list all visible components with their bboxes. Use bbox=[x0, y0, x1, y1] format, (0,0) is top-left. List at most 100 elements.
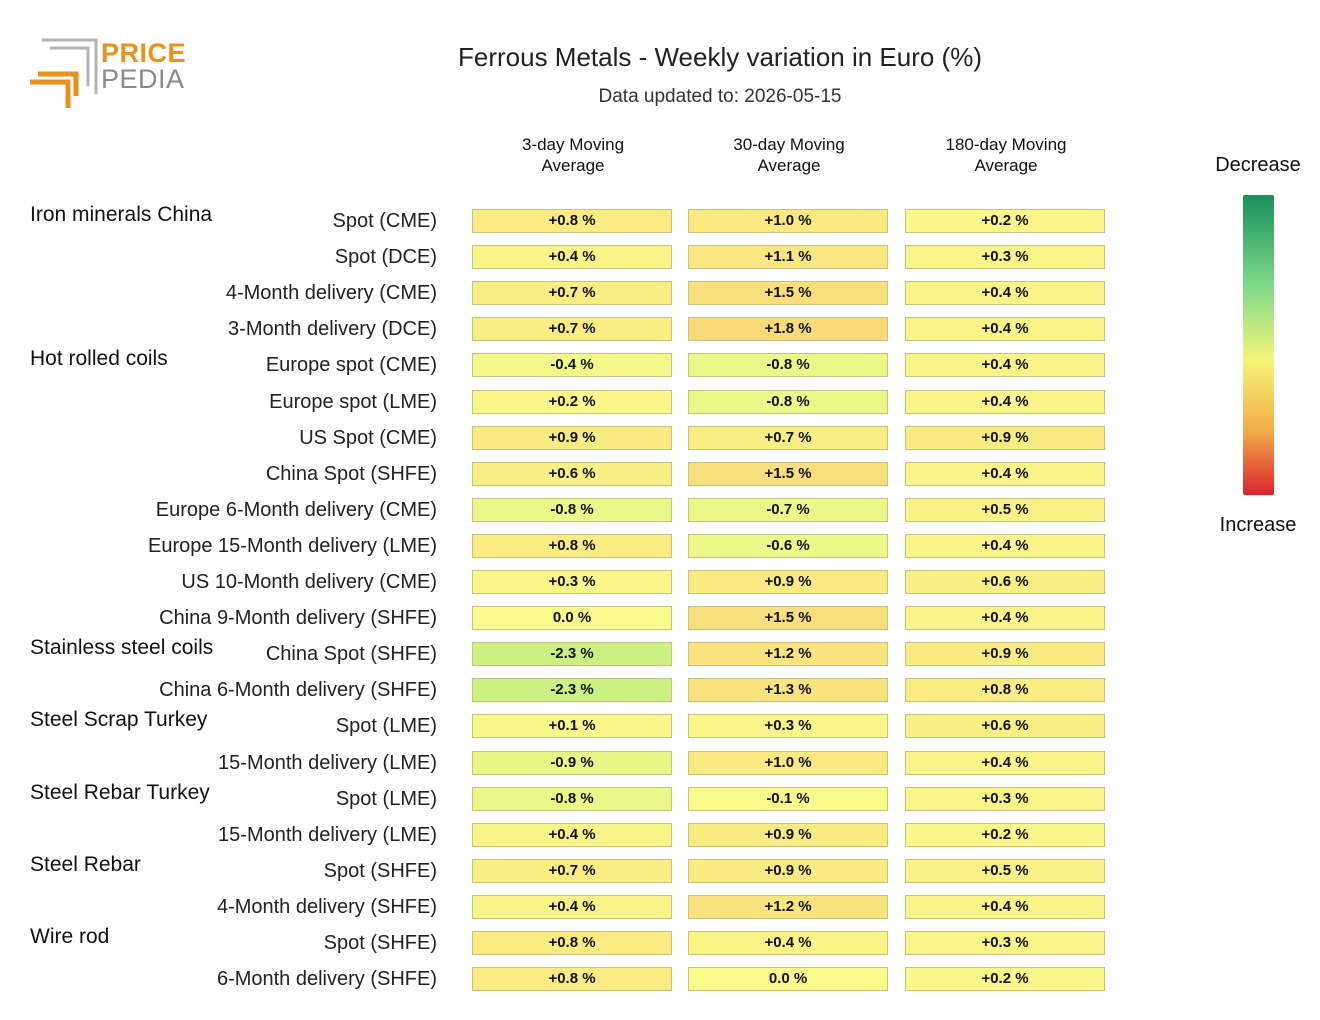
heatmap-cell: +0.4 % bbox=[905, 389, 1105, 414]
row-label: Europe spot (CME) bbox=[265, 354, 437, 377]
heatmap-cell: +0.5 % bbox=[905, 497, 1105, 522]
row-label: 6-Month delivery (SHFE) bbox=[216, 968, 437, 991]
heatmap-cell: +0.4 % bbox=[688, 931, 888, 955]
heatmap-cell: +1.0 % bbox=[688, 209, 888, 233]
heatmap-cell: +0.4 % bbox=[905, 533, 1105, 558]
heatmap-cell: +0.9 % bbox=[688, 570, 888, 594]
heatmap-cell: +0.4 % bbox=[905, 317, 1105, 342]
heatmap-cell: +0.4 % bbox=[905, 353, 1105, 378]
heatmap-cell: +0.3 % bbox=[905, 931, 1105, 955]
column-header-line: Average bbox=[974, 156, 1038, 175]
heatmap-cell: +1.8 % bbox=[688, 317, 888, 342]
logo-text-bottom: PEDIA bbox=[101, 64, 185, 94]
logo-text-top: PRICE bbox=[101, 38, 187, 68]
column-header-line: 30-day Moving bbox=[733, 135, 845, 154]
heatmap-cell: +0.4 % bbox=[905, 750, 1105, 775]
row-label: US 10-Month delivery (CME) bbox=[181, 571, 437, 593]
column-header-line: Average bbox=[541, 156, 605, 175]
heatmap-cell: +0.9 % bbox=[688, 822, 888, 847]
heatmap-cell: +0.3 % bbox=[688, 714, 888, 739]
row-label: US Spot (CME) bbox=[299, 426, 437, 449]
heatmap-cell: +0.4 % bbox=[905, 606, 1105, 631]
heatmap-cell: -2.3 % bbox=[472, 642, 672, 667]
heatmap-cell: 0.0 % bbox=[472, 606, 672, 631]
row-label: China Spot (SHFE) bbox=[265, 462, 437, 485]
heatmap-cell: +0.2 % bbox=[472, 389, 672, 414]
heatmap-cell: +0.4 % bbox=[472, 245, 672, 270]
row-label: China 9-Month delivery (SHFE) bbox=[159, 607, 437, 630]
heatmap-cell: +0.5 % bbox=[905, 858, 1105, 883]
column-header-line: 180-day Moving bbox=[945, 135, 1067, 154]
heatmap-cell: -0.6 % bbox=[688, 533, 888, 558]
legend-bottom-label: Increase bbox=[1219, 514, 1297, 536]
heatmap-cell: -0.8 % bbox=[688, 353, 888, 378]
row-label: Europe 6-Month delivery (CME) bbox=[155, 498, 437, 521]
row-label: Europe 15-Month delivery (LME) bbox=[147, 534, 437, 557]
heatmap-cell: +0.7 % bbox=[472, 858, 672, 883]
heatmap-cell: -0.8 % bbox=[688, 389, 888, 414]
heatmap-cell: +0.8 % bbox=[905, 678, 1105, 703]
group-label: Wire rod bbox=[30, 925, 110, 948]
heatmap-cell: -2.3 % bbox=[472, 678, 672, 703]
heatmap-cell: +0.9 % bbox=[905, 425, 1105, 450]
row-label: Spot (CME) bbox=[332, 210, 437, 232]
group-label: Stainless steel coils bbox=[30, 636, 214, 660]
heatmap-cell: +1.2 % bbox=[688, 642, 888, 667]
row-label: Spot (SHFE) bbox=[323, 859, 437, 882]
heatmap-cell: +0.8 % bbox=[472, 931, 672, 955]
heatmap-cell: +0.3 % bbox=[472, 570, 672, 594]
heatmap-cell: +0.4 % bbox=[472, 894, 672, 919]
heatmap-cell: -0.1 % bbox=[688, 786, 888, 811]
heatmap-cell: +0.1 % bbox=[472, 714, 672, 739]
heatmap-cell: -0.8 % bbox=[472, 497, 672, 522]
heatmap-cell: +0.4 % bbox=[472, 822, 672, 847]
column-header: 3-day Moving Average bbox=[472, 134, 674, 176]
row-label: Spot (DCE) bbox=[334, 246, 437, 269]
heatmap-cell: +0.4 % bbox=[905, 461, 1105, 486]
heatmap-cell: +0.6 % bbox=[905, 570, 1105, 594]
group-label: Steel Scrap Turkey bbox=[30, 708, 208, 732]
heatmap-cell: -0.9 % bbox=[472, 750, 672, 775]
heatmap-cell: +1.0 % bbox=[688, 750, 888, 775]
heatmap-cell: +0.8 % bbox=[472, 209, 672, 233]
row-label: China Spot (SHFE) bbox=[265, 643, 437, 666]
chart-title: Ferrous Metals - Weekly variation in Eur… bbox=[457, 42, 982, 72]
heatmap-cell: +0.4 % bbox=[905, 281, 1105, 306]
heatmap-cell: +0.3 % bbox=[905, 786, 1105, 811]
heatmap-cell: +0.9 % bbox=[905, 642, 1105, 667]
heatmap-cell: +1.5 % bbox=[688, 281, 888, 306]
legend-top-label: Decrease bbox=[1215, 154, 1301, 176]
color-scale-bar bbox=[1243, 195, 1274, 495]
heatmap-cell: +0.8 % bbox=[472, 967, 672, 992]
group-label: Steel Rebar Turkey bbox=[30, 780, 210, 804]
chart-subtitle: Data updated to: 2026-05-15 bbox=[598, 86, 842, 107]
group-label: Steel Rebar bbox=[30, 852, 141, 876]
heatmap-cell: +0.6 % bbox=[472, 461, 672, 486]
heatmap-cell: -0.7 % bbox=[688, 497, 888, 522]
heatmap-cell: +0.3 % bbox=[905, 245, 1105, 270]
heatmap-cell: +1.2 % bbox=[688, 894, 888, 919]
heatmap-cell: +0.4 % bbox=[905, 894, 1105, 919]
row-label: Spot (SHFE) bbox=[323, 932, 437, 954]
heatmap-cell: +0.7 % bbox=[688, 425, 888, 450]
heatmap-cell: 0.0 % bbox=[688, 967, 888, 992]
pricepedia-logo: PRICE PEDIA bbox=[28, 36, 188, 110]
heatmap-cell: -0.4 % bbox=[472, 353, 672, 378]
heatmap-cell: +1.5 % bbox=[688, 461, 888, 486]
heatmap-cell: +0.9 % bbox=[472, 425, 672, 450]
row-label: 15-Month delivery (LME) bbox=[218, 823, 437, 846]
heatmap-cell: +0.8 % bbox=[472, 533, 672, 558]
row-label: 15-Month delivery (LME) bbox=[218, 751, 437, 774]
column-header: 30-day Moving Average bbox=[688, 134, 890, 176]
heatmap-cell: +0.2 % bbox=[905, 967, 1105, 992]
column-header-line: 3-day Moving bbox=[521, 135, 625, 154]
row-label: China 6-Month delivery (SHFE) bbox=[159, 679, 437, 702]
heatmap-cell: +1.3 % bbox=[688, 678, 888, 703]
row-label: Europe spot (LME) bbox=[269, 390, 437, 413]
row-label: 4-Month delivery (CME) bbox=[225, 282, 437, 305]
heatmap-cell: +0.2 % bbox=[905, 209, 1105, 233]
heatmap-cell: +0.7 % bbox=[472, 281, 672, 306]
heatmap-cell: +0.2 % bbox=[905, 822, 1105, 847]
logo-mark-icon bbox=[30, 38, 98, 108]
